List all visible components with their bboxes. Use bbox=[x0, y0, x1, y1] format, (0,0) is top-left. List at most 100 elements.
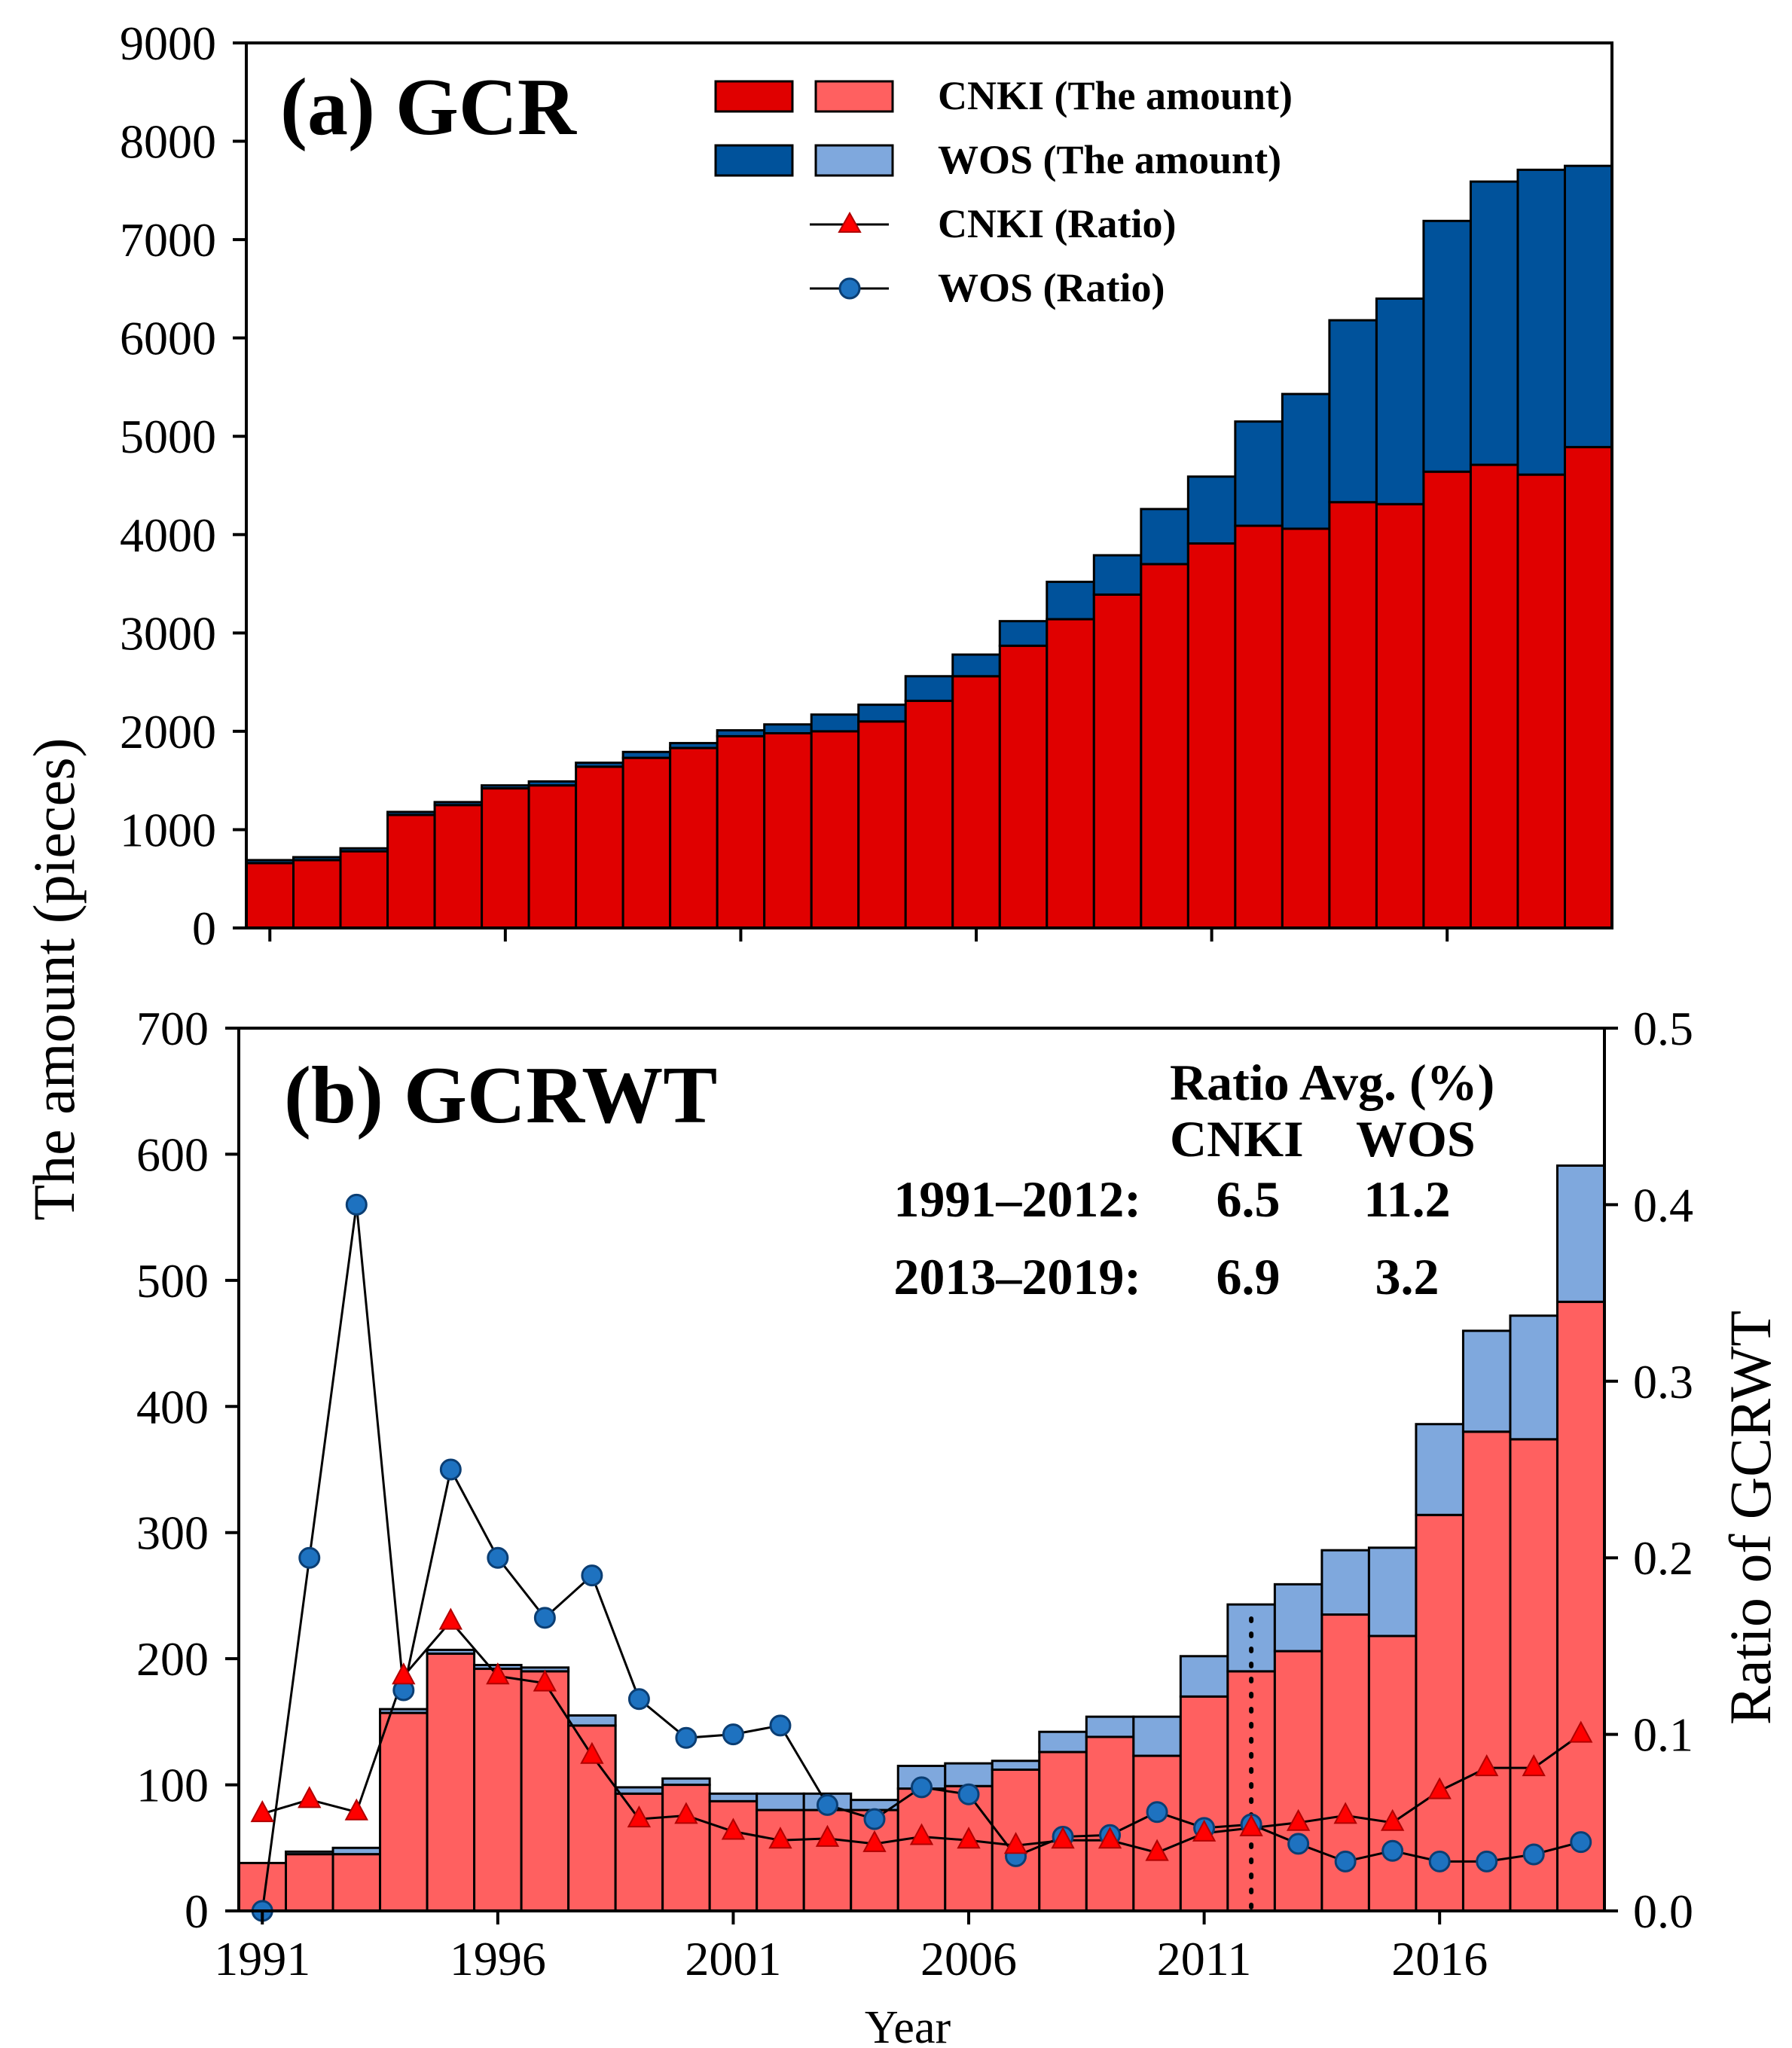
bar-wos-2015 bbox=[1375, 297, 1425, 505]
y-axis-title: The amount (pieces) bbox=[21, 737, 87, 1220]
bar-wos-1999 bbox=[614, 1786, 664, 1795]
ratio-point-cnki-2016 bbox=[1427, 1777, 1452, 1799]
bar-cnki-2017 bbox=[1469, 463, 1519, 929]
bar-wos-2006 bbox=[951, 653, 1001, 678]
bar-cnki-1999 bbox=[621, 756, 672, 929]
y2-tick-label: 0.0 bbox=[1633, 1885, 1693, 1938]
ratio-point-cnki-2014 bbox=[1333, 1802, 1357, 1824]
ratio-point-wos-2001 bbox=[722, 1723, 744, 1746]
bar-wos-1992 bbox=[285, 1850, 334, 1856]
bar-wos-2018 bbox=[1509, 1314, 1558, 1441]
y-tick-label: 0 bbox=[192, 902, 216, 955]
bar-cnki-1996 bbox=[473, 1668, 523, 1912]
ratio-point-cnki-2013 bbox=[1286, 1808, 1311, 1831]
bar-cnki-2009 bbox=[1085, 1735, 1135, 1912]
ratio-point-wos-1998 bbox=[581, 1564, 603, 1587]
y-tick-label: 700 bbox=[136, 1002, 209, 1055]
y-tick-label: 6000 bbox=[120, 312, 216, 365]
y2-tick-label: 0.3 bbox=[1633, 1355, 1693, 1409]
ratio-point-wos-2000 bbox=[675, 1726, 698, 1749]
bar-wos-2004 bbox=[857, 704, 907, 723]
bar-cnki-2013 bbox=[1281, 527, 1331, 929]
ratio-point-wos-2003 bbox=[816, 1793, 838, 1816]
panel-a-gcr: 0 1000 2000 3000 4000 5000 6000 7000 8000 9000 (a… bbox=[120, 17, 1613, 955]
ratio-point-wos-2017 bbox=[1476, 1850, 1498, 1873]
bar-wos-1998 bbox=[575, 762, 624, 768]
bar-wos-2017 bbox=[1461, 1329, 1512, 1433]
y2-tick-label: 0.4 bbox=[1633, 1178, 1693, 1232]
bar-wos-1995 bbox=[433, 801, 484, 807]
legend-wos-b-swatch bbox=[814, 144, 894, 177]
bar-wos-2008 bbox=[1046, 580, 1095, 621]
bar-wos-2013 bbox=[1281, 392, 1331, 530]
ratio-point-cnki-2005 bbox=[909, 1823, 934, 1845]
y-tick-label: 4000 bbox=[120, 508, 216, 562]
ratio-point-wos-2016 bbox=[1428, 1850, 1451, 1873]
bar-cnki-2018 bbox=[1516, 473, 1566, 929]
bar-cnki-2016 bbox=[1422, 470, 1472, 929]
ratio-point-cnki-1997 bbox=[533, 1669, 557, 1692]
ratio-avg-row1-cnki: 6.5 bbox=[1217, 1171, 1281, 1228]
x-tick-label: 1991 bbox=[214, 1932, 310, 1985]
ratio-avg-row2-label: 2013–2019: bbox=[893, 1248, 1141, 1305]
bar-wos-2008 bbox=[1038, 1730, 1088, 1753]
ratio-point-cnki-1994 bbox=[392, 1662, 416, 1685]
ratio-point-wos-1997 bbox=[533, 1607, 556, 1629]
ratio-point-wos-2013 bbox=[1287, 1833, 1310, 1855]
bar-cnki-2007 bbox=[998, 644, 1049, 929]
bar-cnki-2003 bbox=[810, 730, 860, 929]
y2-tick-label: 0.5 bbox=[1633, 1002, 1693, 1055]
bar-wos-2019 bbox=[1563, 164, 1613, 449]
bar-wos-2016 bbox=[1415, 1423, 1464, 1516]
ratio-point-cnki-2012 bbox=[1239, 1814, 1263, 1836]
bar-cnki-2019 bbox=[1555, 1300, 1606, 1912]
bar-cnki-2002 bbox=[763, 732, 813, 929]
ratio-point-cnki-1998 bbox=[580, 1741, 604, 1764]
bar-wos-2001 bbox=[708, 1792, 759, 1802]
bar-wos-2009 bbox=[1085, 1715, 1135, 1738]
bar-wos-1999 bbox=[621, 750, 672, 759]
panel-b-gcrwt: 0 100 200 300 400 500 600 700 1991 1996 2001 2006 20… bbox=[136, 1002, 1693, 1985]
panel-b-frame bbox=[237, 1027, 1606, 1912]
panel-a-ticks: 0 1000 2000 3000 4000 5000 6000 7000 8000 9000 bbox=[120, 17, 1449, 955]
panel-b-bars bbox=[237, 1164, 1606, 1912]
bar-cnki-2000 bbox=[669, 746, 719, 929]
bar-cnki-2010 bbox=[1140, 563, 1189, 929]
bar-wos-2012 bbox=[1234, 420, 1284, 527]
bar-cnki-1994 bbox=[386, 813, 436, 929]
bar-wos-1994 bbox=[386, 810, 436, 816]
ratio-point-cnki-2002 bbox=[768, 1827, 792, 1849]
bar-cnki-2005 bbox=[904, 699, 954, 929]
bar-wos-2014 bbox=[1320, 1549, 1370, 1616]
ratio-point-cnki-1991 bbox=[250, 1799, 274, 1823]
bar-wos-1993 bbox=[339, 847, 389, 853]
ratio-point-wos-1996 bbox=[487, 1546, 509, 1569]
x-axis-title: Year bbox=[865, 2002, 951, 2048]
y2-tick-label: 0.1 bbox=[1633, 1708, 1693, 1762]
y-tick-label: 5000 bbox=[120, 410, 216, 463]
ratio-point-cnki-2011 bbox=[1192, 1819, 1217, 1842]
ratio-avg-row1-wos: 11.2 bbox=[1363, 1171, 1450, 1228]
bar-wos-1997 bbox=[527, 780, 578, 787]
ratio-point-wos-1999 bbox=[627, 1688, 650, 1711]
legend: CNKI (The amount) WOS (The amount) CNKI … bbox=[714, 73, 1293, 310]
ratio-point-cnki-2017 bbox=[1475, 1754, 1499, 1777]
bar-cnki-2018 bbox=[1509, 1438, 1558, 1912]
ratio-average-table: Ratio Avg. (%) CNKI WOS 1991–2012: 6.5 1… bbox=[893, 1054, 1494, 1305]
bar-cnki-2012 bbox=[1234, 524, 1284, 929]
bar-cnki-1991 bbox=[245, 862, 295, 929]
bar-wos-2011 bbox=[1179, 1655, 1229, 1698]
bar-wos-2019 bbox=[1555, 1164, 1606, 1303]
ratio-point-cnki-2018 bbox=[1522, 1754, 1546, 1777]
y-tick-label: 7000 bbox=[120, 213, 216, 267]
ratio-avg-row2-cnki: 6.9 bbox=[1217, 1248, 1281, 1305]
bar-cnki-2001 bbox=[716, 734, 766, 929]
legend-label-wos-amount: WOS (The amount) bbox=[938, 137, 1281, 182]
ratio-point-cnki-2008 bbox=[1051, 1827, 1075, 1849]
ratio-point-cnki-1992 bbox=[298, 1786, 322, 1808]
bar-cnki-1998 bbox=[575, 765, 624, 929]
bar-cnki-2001 bbox=[708, 1799, 759, 1912]
y-tick-label: 300 bbox=[136, 1506, 209, 1560]
bar-wos-2000 bbox=[661, 1777, 711, 1787]
bar-cnki-1997 bbox=[527, 784, 578, 929]
